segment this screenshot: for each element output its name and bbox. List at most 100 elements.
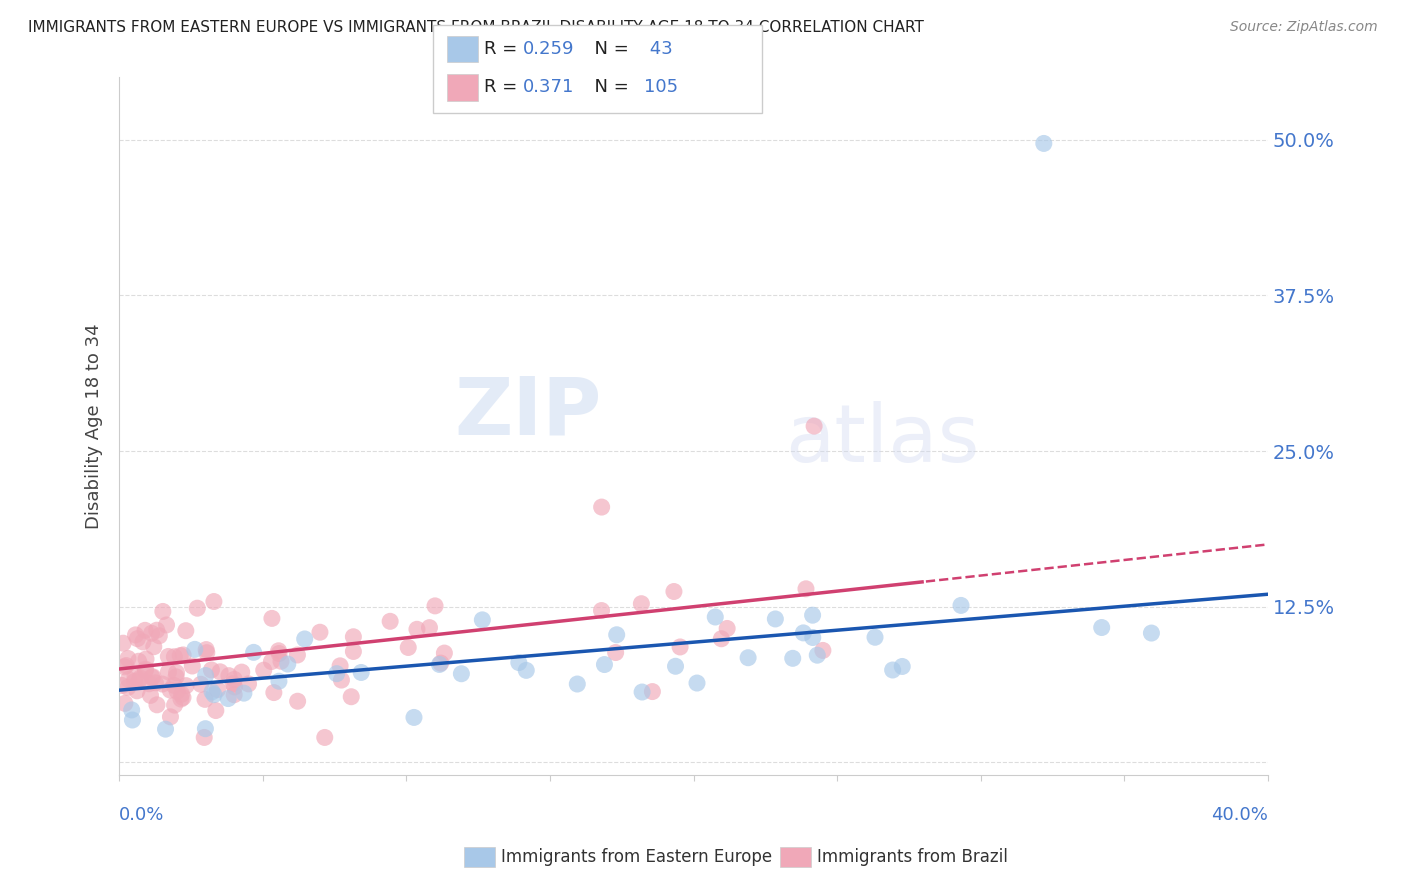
Point <box>141 670 163 684</box>
Text: 43: 43 <box>644 40 672 58</box>
Text: N =: N = <box>583 78 636 96</box>
Point <box>277 657 299 671</box>
Point <box>423 599 446 613</box>
Point <box>396 640 419 655</box>
Point <box>155 722 177 736</box>
Point <box>141 626 163 640</box>
Point <box>567 677 589 691</box>
Point <box>129 671 152 685</box>
Text: IMMIGRANTS FROM EASTERN EUROPE VS IMMIGRANTS FROM BRAZIL DISABILITY AGE 18 TO 34: IMMIGRANTS FROM EASTERN EUROPE VS IMMIGR… <box>28 20 924 35</box>
Point <box>193 731 215 745</box>
Point <box>801 631 824 645</box>
Point <box>205 704 228 718</box>
Point <box>949 599 972 613</box>
Point <box>142 640 165 654</box>
Point <box>378 615 401 629</box>
Point <box>763 612 786 626</box>
Point <box>111 678 134 692</box>
Point <box>811 643 834 657</box>
Point <box>222 676 245 690</box>
Point <box>591 500 613 514</box>
Point <box>471 613 494 627</box>
Point <box>121 703 143 717</box>
Point <box>433 646 456 660</box>
Point <box>782 651 804 665</box>
Point <box>134 663 156 677</box>
Point <box>112 636 135 650</box>
Point <box>218 668 240 682</box>
Point <box>287 694 309 708</box>
Point <box>287 648 309 662</box>
Point <box>157 649 180 664</box>
Point <box>124 628 146 642</box>
Text: 40.0%: 40.0% <box>1211 806 1268 824</box>
Text: 0.371: 0.371 <box>523 78 575 96</box>
Point <box>792 626 814 640</box>
Point <box>606 628 628 642</box>
Point <box>200 663 222 677</box>
Point <box>190 677 212 691</box>
Point <box>267 647 290 661</box>
Point <box>669 640 692 654</box>
Point <box>515 664 537 678</box>
Point <box>224 680 246 694</box>
Point <box>508 656 530 670</box>
Point <box>159 710 181 724</box>
Point <box>224 688 246 702</box>
Point <box>166 665 188 680</box>
Point <box>329 658 352 673</box>
Point <box>342 644 364 658</box>
Point <box>145 624 167 638</box>
Point <box>350 665 373 680</box>
Point <box>195 646 218 660</box>
Text: 0.259: 0.259 <box>523 40 575 58</box>
Point <box>115 658 138 673</box>
Point <box>148 629 170 643</box>
Point <box>801 608 824 623</box>
Point <box>194 692 217 706</box>
Point <box>314 731 336 745</box>
Point <box>155 618 177 632</box>
Point <box>159 683 181 698</box>
Point <box>716 622 738 636</box>
Point <box>166 684 188 698</box>
Point <box>121 713 143 727</box>
Point <box>406 622 429 636</box>
Point <box>630 597 652 611</box>
Point <box>207 682 229 697</box>
Text: R =: R = <box>484 40 523 58</box>
Point <box>260 611 283 625</box>
Point <box>263 685 285 699</box>
Point <box>152 604 174 618</box>
Point <box>253 663 276 677</box>
Point <box>114 697 136 711</box>
Point <box>124 674 146 689</box>
Point <box>172 648 194 662</box>
Point <box>232 686 254 700</box>
Point <box>142 670 165 684</box>
Point <box>201 685 224 699</box>
Point <box>114 660 136 674</box>
Point <box>174 679 197 693</box>
Y-axis label: Disability Age 18 to 34: Disability Age 18 to 34 <box>86 323 103 529</box>
Point <box>267 644 290 658</box>
Point <box>117 681 139 695</box>
Point <box>704 610 727 624</box>
Point <box>794 582 817 596</box>
Point <box>186 601 208 615</box>
Point <box>891 659 914 673</box>
Point <box>806 648 828 663</box>
Point <box>662 584 685 599</box>
Point <box>710 632 733 646</box>
Point <box>209 665 232 679</box>
Point <box>139 689 162 703</box>
Point <box>146 698 169 712</box>
Point <box>1091 620 1114 634</box>
Point <box>184 642 207 657</box>
Point <box>429 657 451 672</box>
Text: R =: R = <box>484 78 523 96</box>
Point <box>664 659 686 673</box>
Point <box>165 670 187 684</box>
Point <box>450 666 472 681</box>
Point <box>181 659 204 673</box>
